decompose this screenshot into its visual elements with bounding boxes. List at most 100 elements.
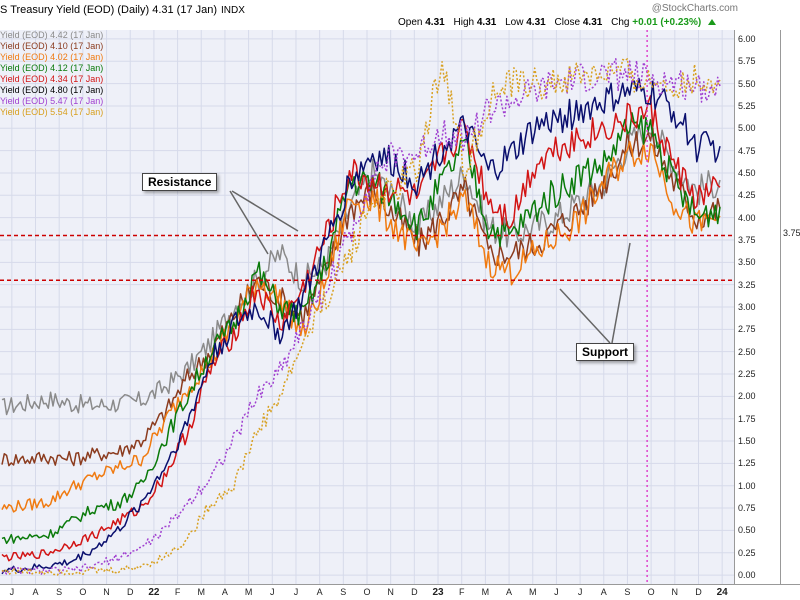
y-tick-label: 3.75 xyxy=(738,234,756,245)
y-tick-label: 1.00 xyxy=(738,480,756,491)
mini-panel: 3.75 18 xyxy=(780,30,800,598)
x-tick-label: M xyxy=(481,587,490,597)
y-tick-label: 2.75 xyxy=(738,324,756,335)
chg-value: +0.01 (+0.23%) xyxy=(632,17,702,28)
y-tick-label: 4.25 xyxy=(738,190,756,201)
high-label: High xyxy=(453,17,475,28)
x-tick-label: 22 xyxy=(148,587,160,598)
x-tick-label: N xyxy=(103,587,110,597)
y-tick-label: 5.75 xyxy=(738,56,756,67)
mini-panel-ylabel: 3.75 xyxy=(783,228,800,238)
x-tick-label: F xyxy=(458,587,465,597)
series-line-1 xyxy=(1,126,721,467)
x-tick-label: 23 xyxy=(432,587,444,598)
y-tick-label: 2.00 xyxy=(738,391,756,402)
legend-entry: Yield (EOD) 4.80 (17 Jan) xyxy=(0,85,104,95)
legend-entry: Yield (EOD) 4.42 (17 Jan) xyxy=(0,30,104,40)
support-pointer-1 xyxy=(559,288,611,344)
index-code: INDX xyxy=(221,5,245,16)
y-tick-label: 2.25 xyxy=(738,369,756,380)
resistance-pointer-2 xyxy=(231,190,299,232)
legend-entry: Yield (EOD) 5.54 (17 Jan) xyxy=(0,107,104,117)
x-tick-label: S xyxy=(624,587,631,597)
series-line-6 xyxy=(1,58,721,575)
up-triangle-icon xyxy=(707,19,716,25)
series-line-5 xyxy=(1,77,721,575)
x-tick-label: O xyxy=(79,587,87,597)
x-tick-label: J xyxy=(9,587,15,597)
y-tick-label: 3.00 xyxy=(738,302,756,312)
series-line-4 xyxy=(1,95,721,562)
x-tick-label: J xyxy=(577,587,583,597)
legend-entry: Yield (EOD) 4.10 (17 Jan) xyxy=(0,41,104,51)
mini-panel-svg: 3.75 18 xyxy=(783,228,800,598)
series-line-3 xyxy=(1,112,721,545)
y-tick-label: 2.50 xyxy=(738,346,756,357)
y-tick-label: 0.00 xyxy=(738,570,756,581)
low-value: 4.31 xyxy=(526,17,546,28)
legend-entry: Yield (EOD) 4.12 (17 Jan) xyxy=(0,63,104,73)
ohlc-readout: Open 4.31 High 4.31 Low 4.31 Close 4.31 … xyxy=(398,17,716,28)
x-tick-label: F xyxy=(174,587,181,597)
x-tick-label: A xyxy=(32,587,39,597)
y-tick-label: 5.00 xyxy=(738,123,756,134)
legend-entry: Yield (EOD) 4.02 (17 Jan) xyxy=(0,52,104,62)
series-line-2 xyxy=(1,140,721,513)
chart-title-text: S Treasury Yield (EOD) (Daily) 4.31 (17 … xyxy=(0,4,218,16)
legend-entry: Yield (EOD) 5.47 (17 Jan) xyxy=(0,96,104,106)
open-value: 4.31 xyxy=(425,17,445,28)
series-line-7 xyxy=(1,58,721,576)
chg-label: Chg xyxy=(611,17,630,28)
x-tick-label: A xyxy=(600,587,607,597)
x-tick-label: J xyxy=(293,587,299,597)
y-tick-label: 0.25 xyxy=(738,547,756,558)
y-tick-label: 1.75 xyxy=(738,413,756,424)
resistance-callout: Resistance xyxy=(142,173,218,191)
close-value: 4.31 xyxy=(582,17,603,28)
high-value: 4.31 xyxy=(476,17,497,28)
support-pointer-2 xyxy=(611,242,631,344)
y-tick-label: 6.00 xyxy=(738,33,756,44)
x-tick-label: D xyxy=(126,587,134,597)
y-tick-label: 5.25 xyxy=(738,100,756,111)
x-tick-label: D xyxy=(411,587,418,597)
y-tick-label: 4.75 xyxy=(738,145,756,156)
x-tick-label: M xyxy=(244,587,253,597)
x-tick-label: A xyxy=(506,587,513,597)
watermark-text: @StockCharts.com xyxy=(651,3,738,14)
x-tick-label: 24 xyxy=(716,587,728,598)
y-tick-label: 1.50 xyxy=(738,436,756,447)
y-axis: 0.00 0.25 0.50 0.75 1.00 1.25 1.50 1.75 2.00 2.25… xyxy=(734,30,780,584)
support-callout: Support xyxy=(576,343,634,361)
y-tick-label: 3.25 xyxy=(738,279,756,290)
x-tick-label: S xyxy=(340,587,347,597)
y-tick-label: 0.50 xyxy=(738,525,756,536)
x-tick-label: A xyxy=(221,587,228,597)
chart-header: S Treasury Yield (EOD) (Daily) 4.31 (17 … xyxy=(0,0,800,30)
x-tick-label: J xyxy=(554,587,559,597)
legend-entry: Yield (EOD) 4.34 (17 Jan) xyxy=(0,74,104,84)
series-legend: Yield (EOD) 4.42 (17 Jan) Yield (EOD) 4.1… xyxy=(0,30,103,118)
resistance-pointer-1 xyxy=(229,190,269,255)
y-tick-label: 0.75 xyxy=(738,503,756,514)
close-label: Close xyxy=(554,17,581,28)
x-tick-label: O xyxy=(363,587,371,597)
open-label: Open xyxy=(398,17,423,28)
y-tick-label: 4.50 xyxy=(738,167,756,178)
chart-title: S Treasury Yield (EOD) (Daily) 4.31 (17 … xyxy=(0,4,245,16)
x-tick-label: M xyxy=(528,587,537,597)
x-tick-label: M xyxy=(197,587,206,597)
x-tick-label: A xyxy=(316,587,323,597)
x-tick-label: D xyxy=(695,587,702,597)
y-tick-label: 5.50 xyxy=(738,78,756,89)
y-tick-label: 1.25 xyxy=(738,458,756,469)
x-tick-label: J xyxy=(270,587,275,597)
low-label: Low xyxy=(505,17,524,28)
x-axis: J A S O N D 22 F M A M J J A S O N D 23 F M A M J J A S O N D 24 xyxy=(0,584,800,600)
x-tick-label: N xyxy=(671,587,679,597)
x-tick-label: O xyxy=(647,587,655,597)
x-tick-label: N xyxy=(387,587,394,597)
y-tick-label: 3.50 xyxy=(738,257,756,268)
